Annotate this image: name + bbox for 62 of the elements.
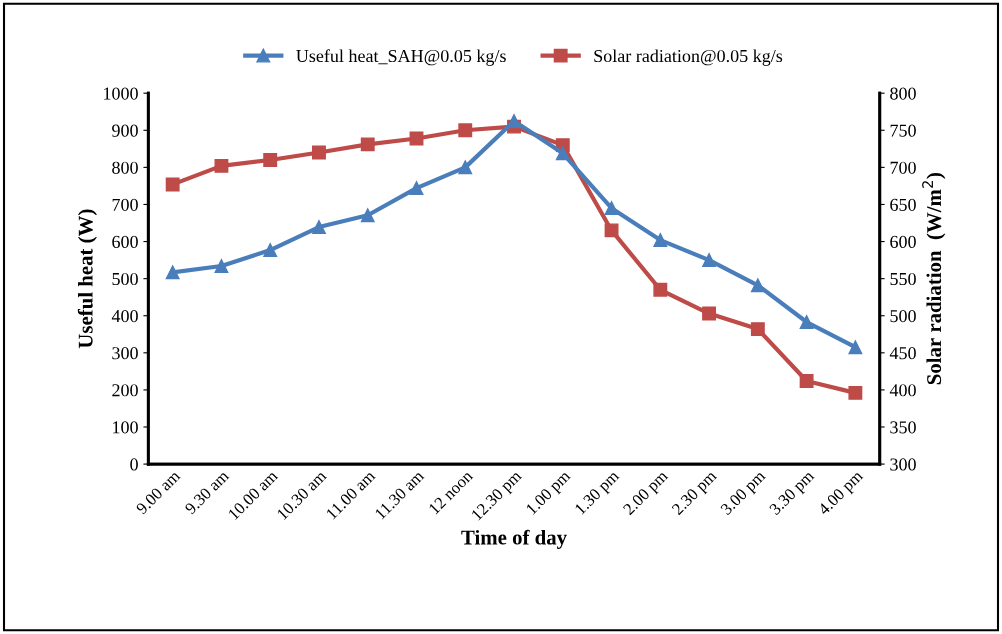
y-tick-label: 100	[113, 421, 138, 434]
legend-label: Solar radiation@0.05 kg/s	[594, 49, 783, 66]
point	[604, 201, 619, 216]
y2-tick-label: 550	[890, 272, 916, 286]
point	[848, 340, 863, 355]
point	[458, 123, 473, 138]
point	[409, 181, 424, 196]
x-tick-label: 2.30 pm	[671, 469, 720, 518]
x-tick-label: 9.30 am	[184, 469, 230, 515]
y2-tick-label: 300	[890, 458, 916, 471]
point	[653, 233, 668, 248]
point	[214, 259, 229, 273]
y-tick-label: 200	[112, 384, 138, 397]
y2-tick-label: 450	[889, 347, 916, 360]
y2-tick-label: 700	[890, 161, 916, 174]
point	[702, 306, 717, 321]
point	[604, 223, 619, 238]
x-axis-title: Time of day	[461, 529, 567, 549]
point	[799, 315, 814, 329]
y-tick-label: 700	[112, 198, 138, 211]
y2-tick-label: 750	[890, 124, 916, 137]
point	[263, 243, 278, 258]
y2-tick-label: 350	[890, 421, 916, 434]
y2-tick-label: 400	[889, 384, 916, 397]
x-tick-label: 3.00 pm	[720, 469, 769, 518]
y-tick-label: 500	[112, 272, 138, 286]
point	[165, 177, 180, 192]
point	[750, 322, 765, 337]
point	[848, 385, 863, 400]
x-tick-label: 1.00 pm	[525, 469, 574, 518]
y2-tick-label: 800	[890, 87, 916, 100]
point	[263, 153, 278, 167]
point	[214, 158, 229, 173]
point	[360, 137, 375, 152]
y2-axis-title: Solar radiation (W/m$^{2}$)	[922, 173, 946, 385]
x-tick-label: 1.30 pm	[574, 469, 623, 518]
point	[653, 282, 668, 297]
y-tick-label: 0	[130, 458, 138, 471]
point	[555, 146, 570, 161]
y-tick-label: 400	[111, 309, 138, 323]
point	[312, 220, 326, 235]
point	[799, 374, 814, 388]
x-tick-label: 2.00 pm	[622, 469, 671, 518]
point	[702, 253, 717, 268]
x-tick-label: 3.30 pm	[768, 469, 818, 518]
y2-tick-label: 600	[890, 235, 916, 248]
point	[750, 278, 765, 293]
x-tick-label: 4.00 pm	[817, 469, 866, 519]
point	[165, 265, 180, 280]
y2-tick-label: 650	[890, 198, 916, 211]
y-tick-label: 900	[112, 124, 138, 137]
y-axis-title: Useful heat (W)	[77, 209, 97, 349]
legend-label: Useful heat_SAH@0.05 kg/s	[296, 49, 506, 66]
y-tick-label: 300	[112, 347, 138, 360]
y-tick-label: 600	[112, 235, 138, 248]
y-tick-label: 800	[112, 161, 138, 174]
point	[312, 145, 326, 160]
point	[507, 114, 521, 128]
y2-tick-label: 500	[890, 309, 916, 323]
y-tick-label: 1000	[104, 87, 138, 100]
point	[458, 160, 473, 175]
point	[360, 208, 375, 223]
